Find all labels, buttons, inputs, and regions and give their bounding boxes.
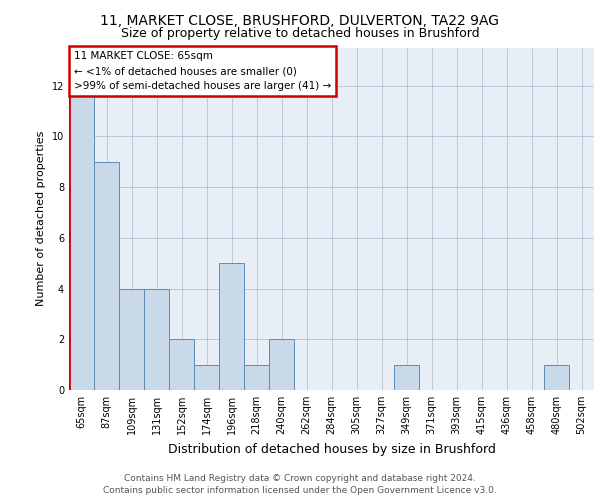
Text: Contains HM Land Registry data © Crown copyright and database right 2024.
Contai: Contains HM Land Registry data © Crown c… <box>103 474 497 495</box>
Bar <box>94 162 119 390</box>
Bar <box>169 340 194 390</box>
Bar <box>244 364 269 390</box>
X-axis label: Distribution of detached houses by size in Brushford: Distribution of detached houses by size … <box>167 442 496 456</box>
Bar <box>144 288 169 390</box>
Text: 11 MARKET CLOSE: 65sqm
← <1% of detached houses are smaller (0)
>99% of semi-det: 11 MARKET CLOSE: 65sqm ← <1% of detached… <box>74 52 331 91</box>
Bar <box>269 340 294 390</box>
Bar <box>194 364 219 390</box>
Bar <box>544 364 569 390</box>
Text: Size of property relative to detached houses in Brushford: Size of property relative to detached ho… <box>121 28 479 40</box>
Y-axis label: Number of detached properties: Number of detached properties <box>36 131 46 306</box>
Bar <box>394 364 419 390</box>
Bar <box>219 263 244 390</box>
Bar <box>69 86 94 390</box>
Bar <box>119 288 144 390</box>
Text: 11, MARKET CLOSE, BRUSHFORD, DULVERTON, TA22 9AG: 11, MARKET CLOSE, BRUSHFORD, DULVERTON, … <box>101 14 499 28</box>
